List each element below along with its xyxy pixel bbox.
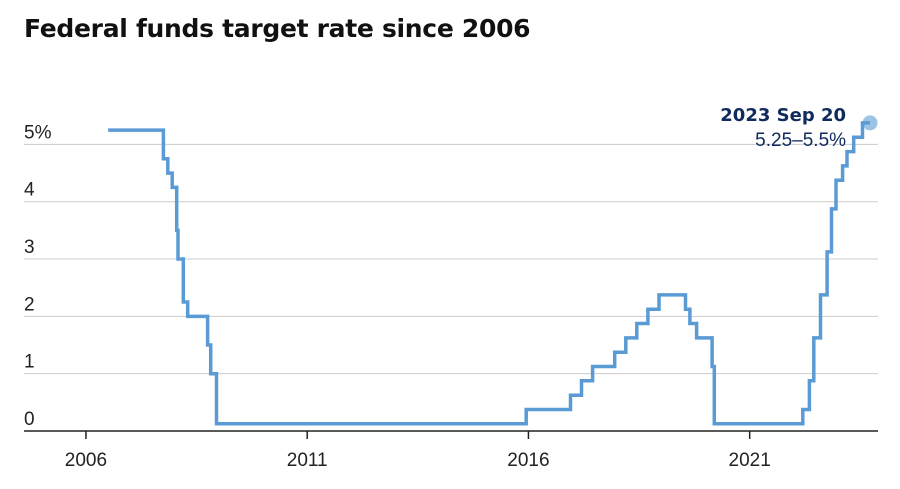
x-tick-label: 2021 <box>729 450 771 471</box>
x-axis-ticks: 2006 2011 2016 2021 <box>65 431 771 471</box>
y-tick-label: 4 <box>24 180 35 201</box>
y-tick-label: 2 <box>24 294 35 315</box>
x-tick-label: 2006 <box>65 450 107 471</box>
y-tick-label: 0 <box>24 409 35 430</box>
latest-rate-marker <box>862 115 878 131</box>
x-tick-label: 2011 <box>287 450 328 471</box>
y-tick-label: 3 <box>24 237 35 258</box>
rate-step-line <box>108 121 870 426</box>
annotation-range: 5.25–5.5% <box>755 130 846 151</box>
grid-lines <box>24 143 878 375</box>
y-axis-ticks: 0 1 2 3 4 5% <box>24 122 52 430</box>
annotation-date: 2023 Sep 20 <box>720 105 846 126</box>
chart-title: Federal funds target rate since 2006 <box>24 14 531 43</box>
y-tick-label: 5% <box>24 122 52 143</box>
y-tick-label: 1 <box>24 352 35 373</box>
x-tick-label: 2016 <box>507 450 549 471</box>
